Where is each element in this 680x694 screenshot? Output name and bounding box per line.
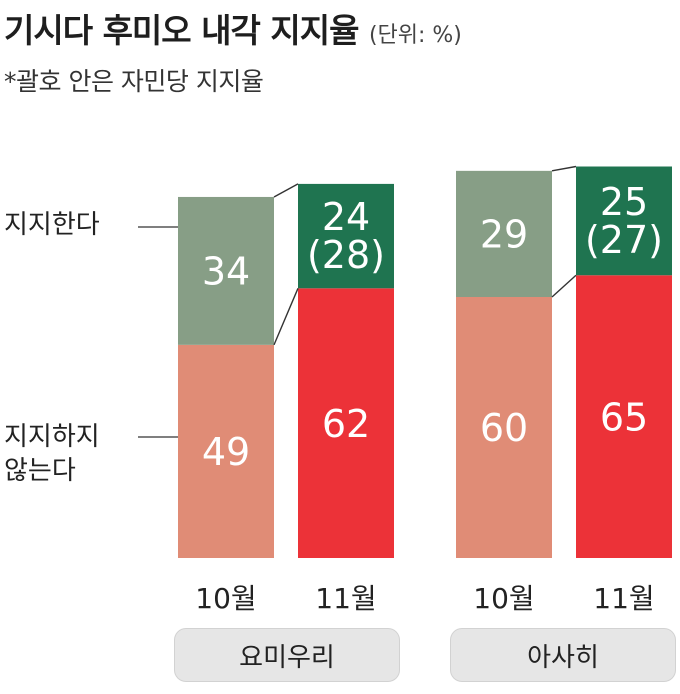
bar-support-2 [456,170,552,297]
data-label-oppose-0: 49 [202,430,250,474]
bar-support-3 [576,166,672,276]
month-label-3: 11월 [593,582,654,615]
month-label-2: 10월 [473,582,534,615]
party-support-label-3: (27) [585,218,663,262]
data-label-support-3: 25 [600,180,648,224]
chart-subtitle: *괄호 안은 자민당 지지율 [4,67,264,96]
data-label-support-1: 24 [322,195,370,239]
bar-oppose-0 [178,344,274,558]
party-support-label-1: (28) [307,233,385,277]
bar-oppose-2 [456,297,552,558]
chart-title-text: 기시다 후미오 내각 지지율 [4,11,359,50]
data-label-oppose-2: 60 [480,406,528,450]
bar-oppose-3 [576,275,672,558]
unit-label: (단위: %) [368,23,462,48]
legend-oppose-label: 지지하지 않는다 [4,422,100,486]
connector-mid-0 [273,288,299,346]
connector-mid-1 [551,274,577,298]
connector-top-1 [551,165,577,172]
group-label-yomiuri: 요미우리 [174,628,400,682]
legend-support-label: 지지한다 [4,210,100,240]
data-label-oppose-3: 65 [600,395,648,439]
bar-oppose-1 [298,288,394,558]
group-label-asahi: 아사히 [450,628,676,682]
data-label-oppose-1: 62 [322,402,370,446]
chart-title: 기시다 후미오 내각 지지율 (단위: %) [4,4,462,52]
month-label-1: 11월 [315,582,376,615]
data-label-support-2: 29 [480,213,528,257]
bar-support-0 [178,196,274,345]
month-label-0: 10월 [195,582,256,615]
bar-support-1 [298,183,394,289]
connector-top-0 [273,183,299,198]
data-label-support-0: 34 [202,250,250,294]
